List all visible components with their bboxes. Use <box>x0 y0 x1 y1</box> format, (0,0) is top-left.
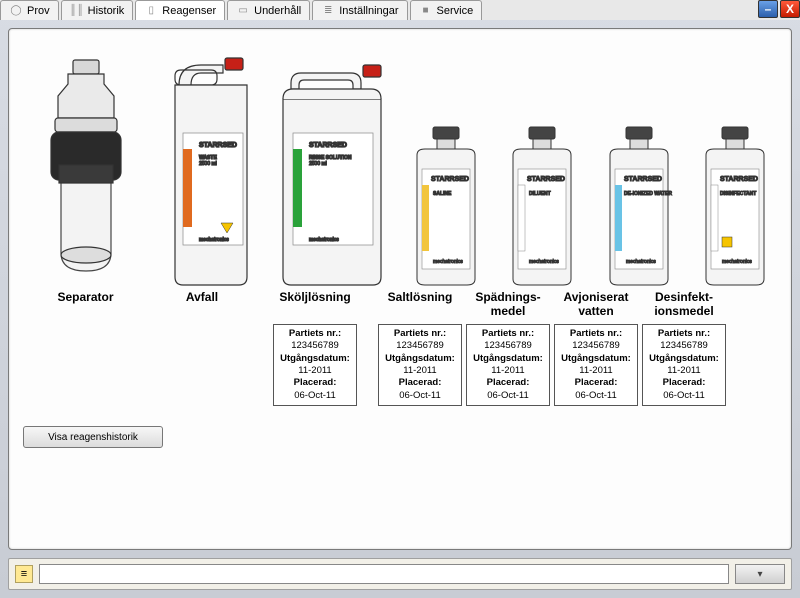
svg-text:STARRSED: STARRSED <box>309 142 347 149</box>
reagent-label: Avfall <box>186 290 218 320</box>
reagent-disinfectant[interactable]: STARRSED DISINFECTANT mechatronics <box>693 125 777 290</box>
cap-icon <box>363 65 381 77</box>
reagent-rinse[interactable]: STARRSED RINSE SOLUTION 2500 ml mechatro… <box>273 55 391 290</box>
tab-prov[interactable]: ◯ Prov <box>0 0 59 20</box>
reagent-icon: ▯ <box>144 5 158 17</box>
settings-icon: ≣ <box>321 5 335 17</box>
service-icon: ■ <box>419 5 433 17</box>
canister-icon: STARRSED RINSE SOLUTION 2500 ml mechatro… <box>273 55 391 290</box>
show-reagent-history-button[interactable]: Visa reagenshistorik <box>23 426 163 448</box>
svg-text:STARRSED: STARRSED <box>527 176 565 183</box>
bottle-icon: STARRSED DISINFECTANT mechatronics <box>696 125 774 290</box>
reagent-info-box: Partiets nr.: 123456789 Utgångsdatum: 11… <box>378 324 462 406</box>
reagent-label: Avjoniserat vatten <box>564 290 629 320</box>
reagent-info-row: Separator Avfall Sköljlösning Partiets n… <box>23 290 777 406</box>
reagent-deionized[interactable]: STARRSED DE-IONIZED WATER mechatronics <box>597 125 681 290</box>
tab-label: Reagenser <box>162 5 216 17</box>
bottle-icon: STARRSED SALINE mechatronics <box>407 125 485 290</box>
svg-text:STARRSED: STARRSED <box>199 142 237 149</box>
close-button[interactable]: X <box>780 0 800 18</box>
tab-historik[interactable]: ║║ Historik <box>61 0 134 20</box>
bottle-icon: STARRSED DILUENT mechatronics <box>503 125 581 290</box>
tab-reagenser[interactable]: ▯ Reagenser <box>135 0 225 20</box>
svg-text:2500 ml: 2500 ml <box>309 161 327 167</box>
reagent-info-box: Partiets nr.: 123456789 Utgångsdatum: 11… <box>466 324 550 406</box>
tab-label: Historik <box>88 5 125 17</box>
maintenance-icon: ▭ <box>236 5 250 17</box>
app-window: ◯ Prov ║║ Historik ▯ Reagenser ▭ Underhå… <box>0 0 800 598</box>
status-bar: ≡ ▾ <box>8 558 792 590</box>
reagent-label: Saltlösning <box>388 290 453 320</box>
tab-underhall[interactable]: ▭ Underhåll <box>227 0 310 20</box>
reagent-diluent[interactable]: STARRSED DILUENT mechatronics <box>500 125 584 290</box>
reagent-waste[interactable]: STARRSED WASTE 2500 ml mechatronics <box>157 55 265 290</box>
reagent-info-box: Partiets nr.: 123456789 Utgångsdatum: 11… <box>642 324 726 406</box>
minimize-button[interactable]: – <box>758 0 778 18</box>
bottle-icon: STARRSED DE-IONIZED WATER mechatronics <box>600 125 678 290</box>
svg-text:mechatronics: mechatronics <box>722 259 752 265</box>
tab-service[interactable]: ■ Service <box>410 0 483 20</box>
tab-label: Inställningar <box>339 5 398 17</box>
svg-text:mechatronics: mechatronics <box>309 237 339 243</box>
tab-installningar[interactable]: ≣ Inställningar <box>312 0 407 20</box>
canister-icon: STARRSED WASTE 2500 ml mechatronics <box>161 55 261 290</box>
reagent-images-row: STARRSED WASTE 2500 ml mechatronics <box>23 45 777 290</box>
tab-bar: ◯ Prov ║║ Historik ▯ Reagenser ▭ Underhå… <box>0 0 800 20</box>
svg-text:mechatronics: mechatronics <box>529 259 559 265</box>
tab-label: Service <box>437 5 474 17</box>
reagent-info-box: Partiets nr.: 123456789 Utgångsdatum: 11… <box>554 324 638 406</box>
reagent-label: Desinfekt- ionsmedel <box>654 290 713 320</box>
svg-text:DE-IONIZED WATER: DE-IONIZED WATER <box>624 191 672 197</box>
svg-text:mechatronics: mechatronics <box>626 259 656 265</box>
cap-icon <box>225 58 243 70</box>
status-input[interactable] <box>39 564 729 584</box>
svg-text:STARRSED: STARRSED <box>431 176 469 183</box>
svg-text:mechatronics: mechatronics <box>433 259 463 265</box>
reagent-label: Spädnings- medel <box>475 290 540 320</box>
reagent-info-box: Partiets nr.: 123456789 Utgångsdatum: 11… <box>273 324 357 406</box>
reagent-saline[interactable]: STARRSED SALINE mechatronics <box>404 125 488 290</box>
note-icon[interactable]: ≡ <box>15 565 33 583</box>
svg-text:SALINE: SALINE <box>433 191 452 197</box>
svg-text:DILUENT: DILUENT <box>529 191 551 197</box>
tube-icon: ◯ <box>9 5 23 17</box>
separator-icon <box>31 55 141 290</box>
tab-label: Prov <box>27 5 50 17</box>
hazard-icon <box>722 237 732 247</box>
svg-text:DISINFECTANT: DISINFECTANT <box>720 191 756 197</box>
svg-text:STARRSED: STARRSED <box>624 176 662 183</box>
svg-text:mechatronics: mechatronics <box>199 237 229 243</box>
svg-text:STARRSED: STARRSED <box>720 176 758 183</box>
reagent-label: Separator <box>57 290 113 320</box>
tab-label: Underhåll <box>254 5 301 17</box>
svg-text:2500 ml: 2500 ml <box>199 161 217 167</box>
history-icon: ║║ <box>70 5 84 17</box>
reagent-separator[interactable] <box>23 55 148 290</box>
status-dropdown[interactable]: ▾ <box>735 564 785 584</box>
reagent-panel: STARRSED WASTE 2500 ml mechatronics <box>8 28 792 550</box>
reagent-label: Sköljlösning <box>279 290 350 320</box>
